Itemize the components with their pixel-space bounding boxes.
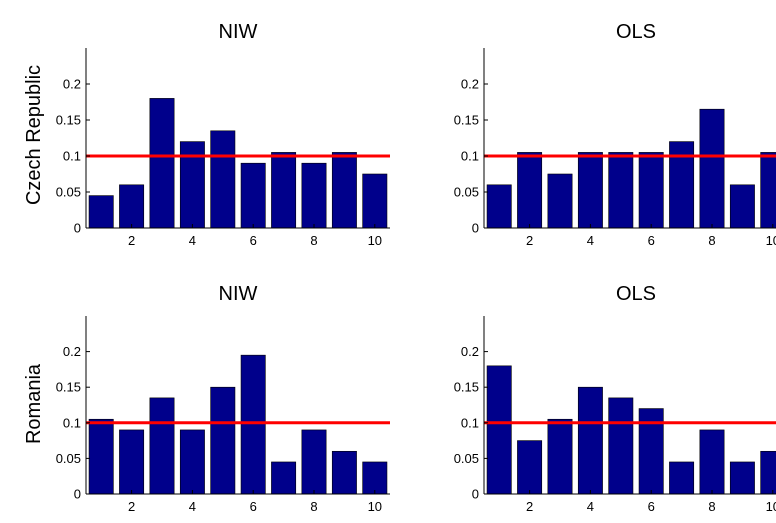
panel-title: NIW (219, 21, 258, 43)
bar (699, 108, 725, 229)
y-tick-label: 0 (74, 221, 81, 236)
bar (301, 162, 327, 229)
y-tick-label: 0.15 (56, 113, 81, 128)
y-tick-label: 0 (472, 221, 479, 236)
bar (119, 429, 145, 495)
x-tick-label: 4 (587, 499, 594, 514)
bar (547, 418, 573, 495)
bar (271, 461, 297, 495)
bar (119, 184, 145, 229)
bar (760, 152, 776, 229)
x-tick-label: 8 (310, 233, 317, 248)
x-tick-label: 6 (250, 499, 257, 514)
x-tick-label: 6 (648, 233, 655, 248)
x-tick-label: 8 (708, 499, 715, 514)
bar (149, 98, 175, 229)
bar (88, 418, 114, 495)
y-tick-label: 0 (472, 487, 479, 502)
y-tick-label: 0.05 (454, 451, 479, 466)
x-tick-label: 10 (766, 233, 776, 248)
panel-title: NIW (219, 283, 258, 305)
y-tick-label: 0.1 (461, 415, 479, 430)
bar (179, 429, 205, 495)
bar (517, 152, 543, 229)
y-tick-label: 0.2 (461, 344, 479, 359)
bar (240, 354, 266, 495)
row-label-czech-republic: Czech Republic (23, 65, 45, 205)
x-tick-label: 8 (708, 233, 715, 248)
y-tick-label: 0.1 (63, 149, 81, 164)
bar (362, 173, 388, 229)
x-tick-label: 6 (250, 233, 257, 248)
x-tick-label: 6 (648, 499, 655, 514)
x-tick-label: 2 (128, 233, 135, 248)
bar (210, 130, 236, 229)
panel-romania-ols: OLS 0 0.05 0.1 0.15 0.2 2 4 6 8 10 (454, 283, 776, 514)
bar (577, 386, 603, 495)
panel-title: OLS (616, 283, 656, 305)
y-tick-label: 0 (74, 487, 81, 502)
bar (729, 184, 755, 229)
x-tick-label: 10 (368, 499, 382, 514)
bar (301, 429, 327, 495)
y-tick-label: 0.2 (461, 77, 479, 92)
bar (486, 184, 512, 229)
bar (271, 152, 297, 229)
y-tick-label: 0.1 (63, 415, 81, 430)
panel-romania-niw: NIW Romania 0 0.05 0.1 0.15 0.2 2 4 6 8 10 (23, 283, 390, 514)
x-tick-label: 2 (526, 499, 533, 514)
bar (760, 450, 776, 495)
bar (577, 152, 603, 229)
bar (729, 461, 755, 495)
bar (638, 152, 664, 229)
bar (210, 386, 236, 495)
panel-czech-niw: NIW Czech Republic 0 0.05 0.1 0.15 0.2 2 4 6 8 10 (23, 21, 390, 248)
y-tick-label: 0.15 (454, 380, 479, 395)
x-tick-label: 4 (587, 233, 594, 248)
y-tick-label: 0.05 (454, 185, 479, 200)
x-tick-label: 2 (128, 499, 135, 514)
x-tick-label: 8 (310, 499, 317, 514)
y-tick-label: 0.15 (56, 380, 81, 395)
bar (331, 450, 357, 495)
bar (669, 461, 695, 495)
row-label-romania: Romania (23, 363, 45, 444)
y-tick-label: 0.2 (63, 344, 81, 359)
x-tick-label: 4 (189, 499, 196, 514)
panel-title: OLS (616, 21, 656, 43)
bar (608, 152, 634, 229)
bar (517, 440, 543, 495)
y-tick-label: 0.05 (56, 451, 81, 466)
x-tick-label: 4 (189, 233, 196, 248)
y-tick-label: 0.05 (56, 185, 81, 200)
x-tick-label: 2 (526, 233, 533, 248)
bar (88, 195, 114, 229)
y-tick-label: 0.15 (454, 113, 479, 128)
bar (240, 162, 266, 229)
bar (486, 365, 512, 495)
x-tick-label: 10 (766, 499, 776, 514)
y-tick-label: 0.2 (63, 77, 81, 92)
panel-czech-ols: OLS 0 0.05 0.1 0.15 0.2 2 4 6 8 10 (454, 21, 776, 248)
bar (699, 429, 725, 495)
y-tick-label: 0.1 (461, 149, 479, 164)
bar (362, 461, 388, 495)
bar (331, 152, 357, 229)
bar (608, 397, 634, 495)
bar (149, 397, 175, 495)
x-tick-label: 10 (368, 233, 382, 248)
bar (547, 173, 573, 229)
